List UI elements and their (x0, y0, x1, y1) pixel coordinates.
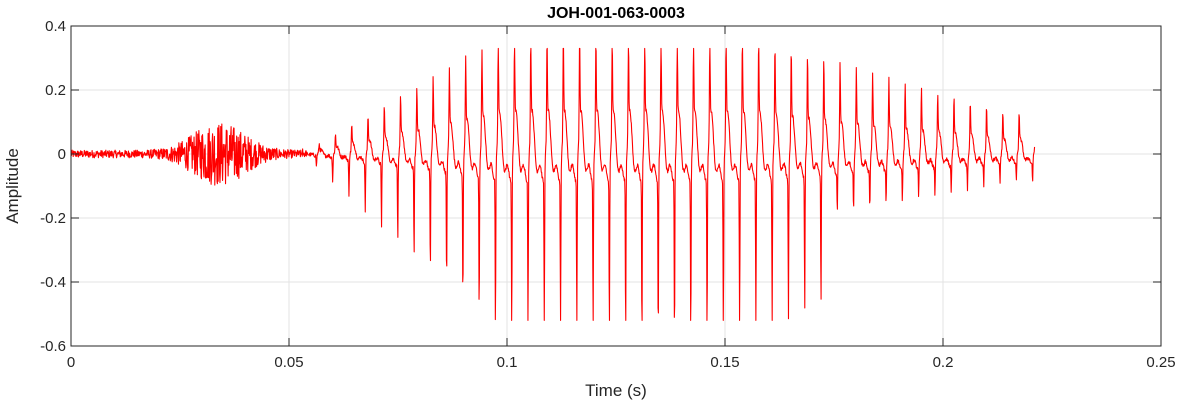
y-tick-label: 0.2 (45, 82, 66, 99)
x-tick-label: 0.25 (1146, 354, 1175, 371)
y-tick-label: 0.4 (45, 18, 66, 35)
y-tick-label: -0.4 (40, 274, 66, 291)
y-axis-title: Amplitude (3, 148, 22, 224)
x-tick-label: 0.2 (933, 354, 954, 371)
x-tick-label: 0.05 (274, 354, 303, 371)
axis-ticks: 0 0.05 0.1 0.15 0.2 0.25 -0.6 -0.4 -0.2 0 0.2 0.4 (40, 18, 1175, 371)
y-tick-label: -0.6 (40, 338, 66, 355)
x-tick-label: 0.1 (497, 354, 518, 371)
chart-title: JOH-001-063-0003 (547, 5, 685, 22)
x-tick-label: 0.15 (710, 354, 739, 371)
x-tick-label: 0 (67, 354, 75, 371)
x-axis-title: Time (s) (585, 381, 647, 400)
waveform-series-line (70, 47, 1036, 321)
plot-frame (70, 25, 1162, 347)
y-tick-label: 0 (58, 146, 66, 163)
y-tick-label: -0.2 (40, 210, 66, 227)
plot-area (71, 26, 1161, 346)
